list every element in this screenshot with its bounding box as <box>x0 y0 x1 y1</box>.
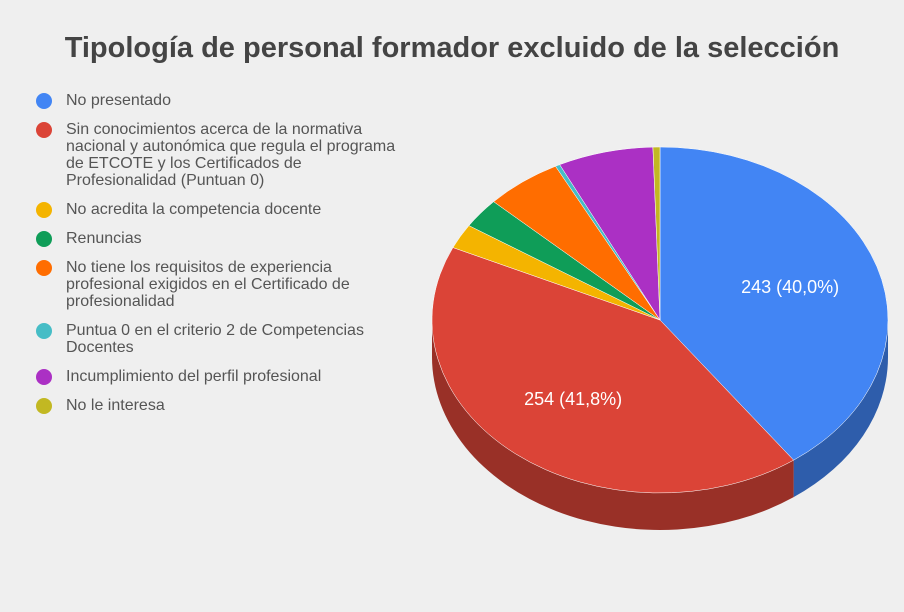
legend-item: No le interesa <box>36 397 396 414</box>
data-label: 243 (40,0%) <box>741 277 839 297</box>
legend-label: No tiene los requisitos de experiencia p… <box>66 259 350 310</box>
chart-title: Tipología de personal formador excluido … <box>64 32 840 64</box>
legend: No presentado Sin conocimientos acerca de… <box>36 92 396 426</box>
legend-swatch <box>36 398 52 414</box>
pie-slice <box>431 247 795 494</box>
legend-label: Renuncias <box>66 230 142 247</box>
data-label: 254 (41,8%) <box>524 389 622 409</box>
legend-swatch <box>36 231 52 247</box>
legend-item: No acredita la competencia docente <box>36 201 396 218</box>
legend-swatch <box>36 202 52 218</box>
legend-item: No tiene los requisitos de experiencia p… <box>36 259 396 310</box>
legend-label: Sin conocimientos acerca de la normativa… <box>66 121 396 189</box>
pie-side <box>793 320 888 498</box>
legend-item: Sin conocimientos acerca de la normativa… <box>36 121 396 189</box>
legend-item: Renuncias <box>36 230 396 247</box>
legend-label: Puntua 0 en el criterio 2 de Competencia… <box>66 322 364 356</box>
legend-swatch <box>36 122 52 138</box>
pie-side <box>432 320 794 531</box>
pie-slice <box>652 146 661 321</box>
legend-label: Incumplimiento del perfil profesional <box>66 368 322 385</box>
legend-item: Puntua 0 en el criterio 2 de Competencia… <box>36 322 396 356</box>
legend-item: Incumplimiento del perfil profesional <box>36 368 396 385</box>
legend-swatch <box>36 369 52 385</box>
legend-swatch <box>36 93 52 109</box>
legend-swatch <box>36 260 52 276</box>
legend-label: No acredita la competencia docente <box>66 201 322 218</box>
legend-item: No presentado <box>36 92 396 109</box>
legend-label: No presentado <box>66 92 171 109</box>
pie-slice <box>659 146 889 461</box>
legend-label: No le interesa <box>66 397 165 414</box>
legend-swatch <box>36 323 52 339</box>
